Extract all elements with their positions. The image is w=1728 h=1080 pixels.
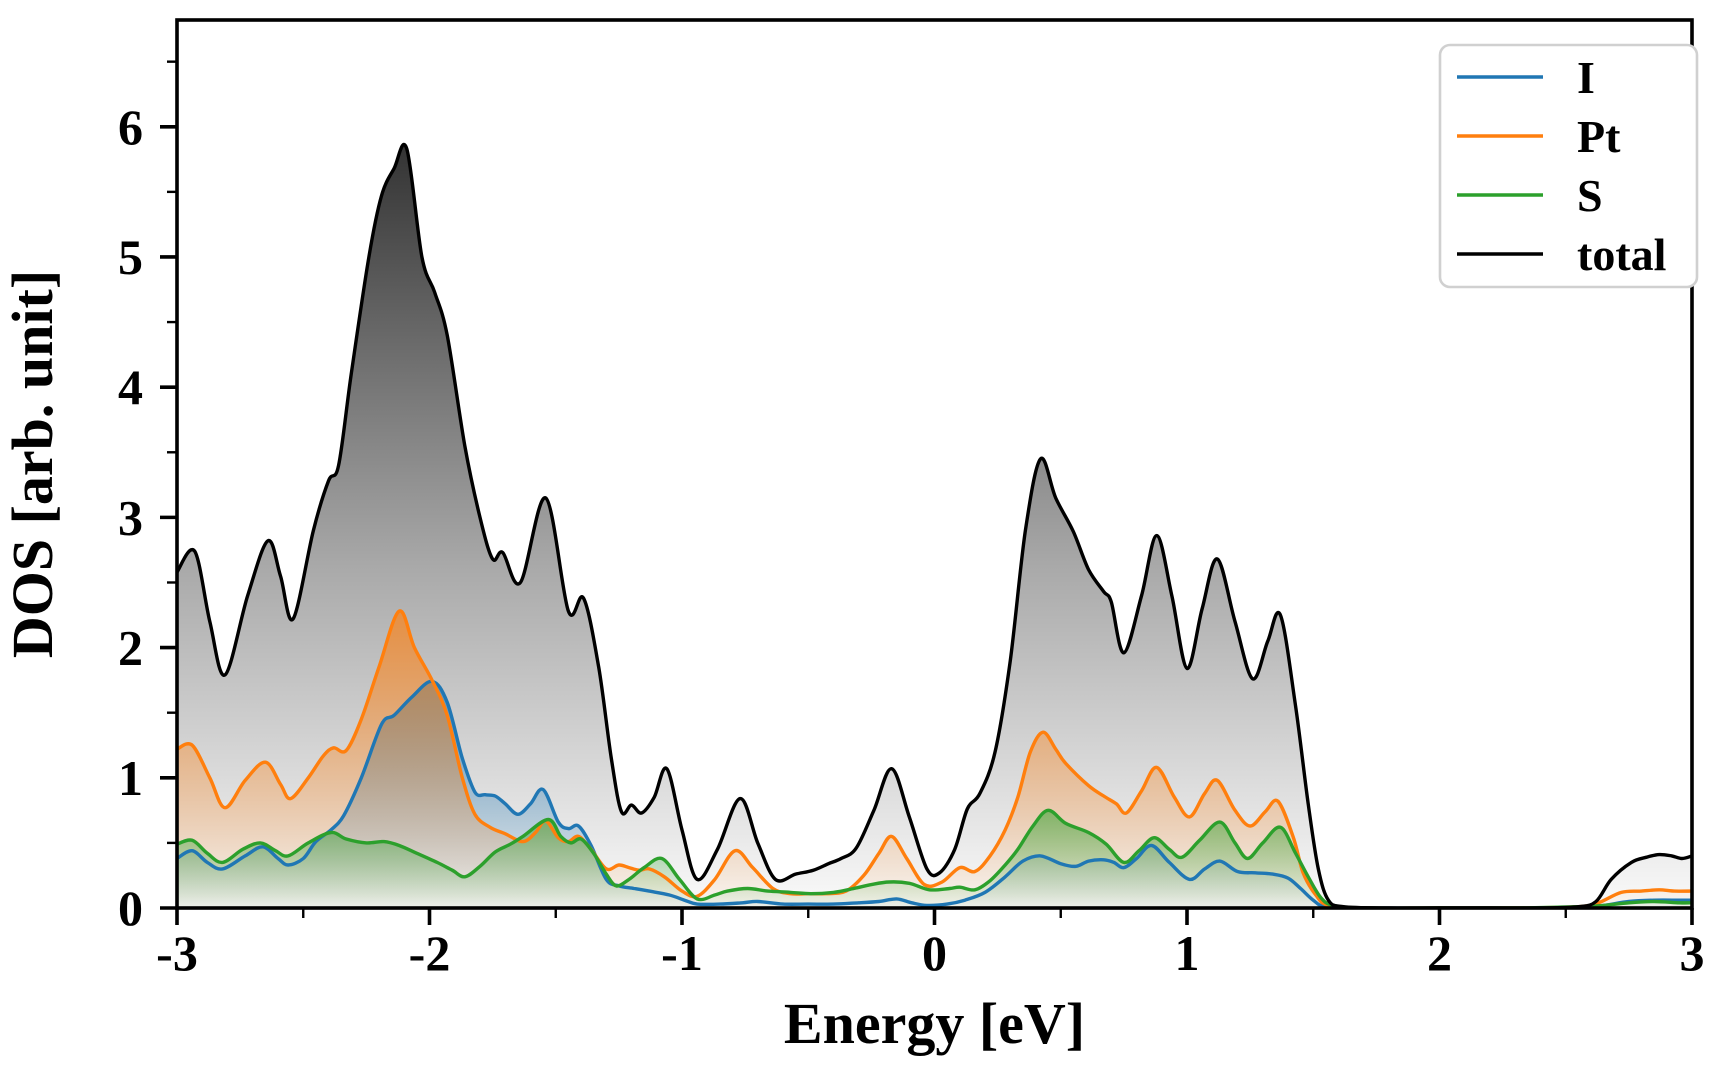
legend-label: Pt: [1577, 111, 1621, 162]
legend-item-total[interactable]: total: [1457, 229, 1666, 280]
axis-ticks: [160, 60, 1694, 925]
series-fill-total: [177, 144, 1692, 908]
x-tick-label: -1: [661, 925, 703, 981]
legend-label: total: [1577, 229, 1666, 280]
legend-label: I: [1577, 52, 1595, 103]
y-tick-label: 4: [118, 359, 143, 415]
x-tick-label: 2: [1427, 925, 1452, 981]
y-tick-label: 1: [118, 750, 143, 806]
plot-area: [177, 142, 1692, 908]
series-line-I[interactable]: [177, 679, 1692, 908]
y-tick-label: 0: [118, 880, 143, 936]
x-axis-label: Energy [eV]: [784, 991, 1085, 1056]
x-tick-label: 1: [1175, 925, 1200, 981]
legend-label: S: [1577, 170, 1603, 221]
y-axis-label: DOS [arb. unit]: [0, 270, 65, 658]
x-tick-label: 3: [1680, 925, 1705, 981]
y-tick-label: 5: [118, 229, 143, 285]
y-tick-label: 6: [118, 99, 143, 155]
series-line-total[interactable]: [177, 142, 1692, 908]
legend-item-I[interactable]: I: [1457, 52, 1595, 103]
y-tick-label: 2: [118, 620, 143, 676]
x-tick-label: -3: [156, 925, 198, 981]
x-tick-label: -2: [409, 925, 451, 981]
x-tick-label: 0: [922, 925, 947, 981]
y-tick-label: 3: [118, 489, 143, 545]
legend-box: [1438, 43, 1699, 289]
legend-item-S[interactable]: S: [1457, 170, 1603, 221]
legend-item-Pt[interactable]: Pt: [1457, 111, 1621, 162]
series-line-S[interactable]: [177, 808, 1692, 908]
